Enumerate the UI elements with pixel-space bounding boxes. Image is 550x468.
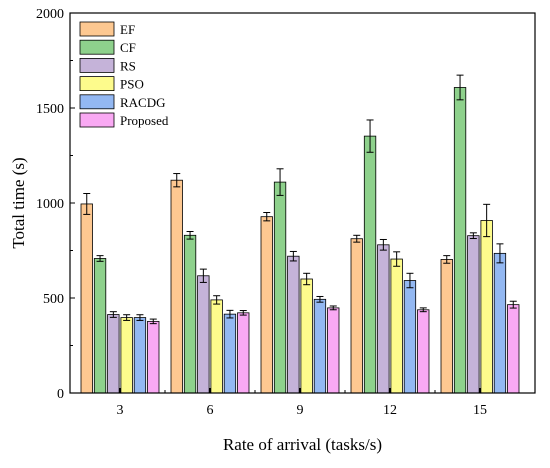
- bar-ef-15: [440, 259, 453, 394]
- y-tick-label: 500: [43, 292, 64, 307]
- bar-rs-9: [287, 255, 300, 394]
- legend-swatch-rs: [79, 58, 115, 73]
- bars-layer: [80, 74, 520, 394]
- bar-racdg-12: [403, 280, 417, 394]
- bar-pso-6: [210, 299, 223, 394]
- error-bar-racdg-3: [136, 314, 144, 321]
- error-bar-ef-12: [353, 234, 361, 243]
- y-tick-label: 0: [57, 387, 64, 402]
- error-bar-ef-6: [173, 173, 181, 188]
- bar-ef-3: [80, 203, 93, 394]
- legend-label-proposed: Proposed: [120, 113, 169, 128]
- legend-label-ef: EF: [120, 22, 135, 37]
- error-bar-pso-15: [483, 203, 491, 238]
- error-bar-proposed-6: [239, 310, 247, 316]
- bar-proposed-12: [417, 309, 430, 394]
- bar-pso-12: [390, 258, 403, 394]
- error-bar-pso-9: [303, 272, 311, 286]
- bar-rs-15: [467, 235, 480, 394]
- error-bar-racdg-6: [226, 309, 234, 319]
- legend-label-racdg: RACDG: [120, 95, 166, 110]
- error-bar-rs-6: [199, 268, 207, 283]
- error-bar-cf-15: [456, 74, 464, 101]
- error-bar-rs-15: [469, 232, 477, 240]
- bar-racdg-15: [493, 252, 507, 394]
- error-bar-proposed-15: [509, 300, 517, 309]
- x-tick-label: 15: [473, 403, 487, 418]
- error-bar-rs-12: [379, 238, 387, 251]
- error-bar-pso-6: [213, 295, 221, 305]
- error-bar-ef-3: [83, 193, 91, 215]
- x-axis-title: Rate of arrival (tasks/s): [223, 435, 382, 454]
- bar-pso-15: [480, 220, 493, 394]
- legend-swatch-ef: [79, 21, 115, 37]
- x-tick-label: 12: [383, 403, 397, 418]
- bar-cf-3: [93, 258, 107, 394]
- error-bar-pso-12: [393, 251, 401, 267]
- legend-label-rs: RS: [120, 58, 136, 73]
- bar-cf-15: [453, 87, 467, 394]
- bar-racdg-9: [313, 298, 327, 394]
- bar-ef-6: [170, 179, 183, 394]
- error-bar-proposed-3: [149, 318, 157, 325]
- bar-rs-6: [197, 275, 210, 394]
- legend-swatch-pso: [79, 76, 115, 91]
- bar-pso-9: [300, 278, 313, 394]
- error-bar-proposed-9: [329, 305, 337, 311]
- error-bar-cf-3: [96, 255, 104, 262]
- error-bar-cf-12: [366, 119, 374, 153]
- x-tick-label: 3: [117, 403, 124, 418]
- legend-label-pso: PSO: [120, 77, 144, 92]
- error-bar-cf-9: [276, 168, 284, 196]
- bar-racdg-3: [133, 317, 147, 394]
- error-bar-racdg-12: [406, 272, 414, 289]
- bar-proposed-3: [147, 320, 160, 394]
- bar-proposed-9: [327, 307, 340, 394]
- bar-proposed-15: [507, 304, 520, 394]
- error-bar-ef-9: [263, 212, 271, 222]
- legend-swatch-racdg: [79, 94, 115, 110]
- legend-label-cf: CF: [120, 40, 136, 55]
- error-bar-cf-6: [186, 231, 194, 240]
- bar-racdg-6: [223, 313, 237, 394]
- error-bar-racdg-15: [496, 243, 504, 264]
- error-bar-ef-15: [443, 255, 451, 264]
- bar-ef-9: [260, 216, 273, 394]
- y-tick-label: 2000: [36, 7, 64, 22]
- legend: EF CF RS PSO RACDG Proposed: [79, 21, 169, 128]
- legend-swatch-cf: [79, 39, 115, 55]
- y-tick-label: 1000: [36, 197, 64, 212]
- error-bar-racdg-9: [316, 295, 324, 303]
- legend-swatch-proposed: [79, 112, 115, 128]
- x-tick-label: 9: [297, 403, 304, 418]
- error-bar-proposed-12: [419, 307, 427, 313]
- error-bar-rs-9: [289, 250, 297, 262]
- bar-pso-3: [120, 317, 133, 394]
- y-tick-label: 1500: [36, 102, 64, 117]
- bar-rs-12: [377, 244, 390, 394]
- bar-rs-3: [107, 314, 120, 394]
- bar-cf-9: [273, 181, 287, 394]
- error-bar-rs-3: [109, 311, 117, 318]
- bar-proposed-6: [237, 312, 250, 394]
- bar-cf-12: [363, 135, 377, 394]
- y-axis-title: Total time (s): [9, 157, 28, 248]
- x-tick-label: 6: [207, 403, 214, 418]
- bar-cf-6: [183, 234, 197, 394]
- ticks-layer: 0 500 1000 1500 2000 3 6 9 12 15: [36, 7, 487, 418]
- bar-ef-12: [350, 238, 363, 394]
- error-bar-pso-3: [123, 314, 131, 321]
